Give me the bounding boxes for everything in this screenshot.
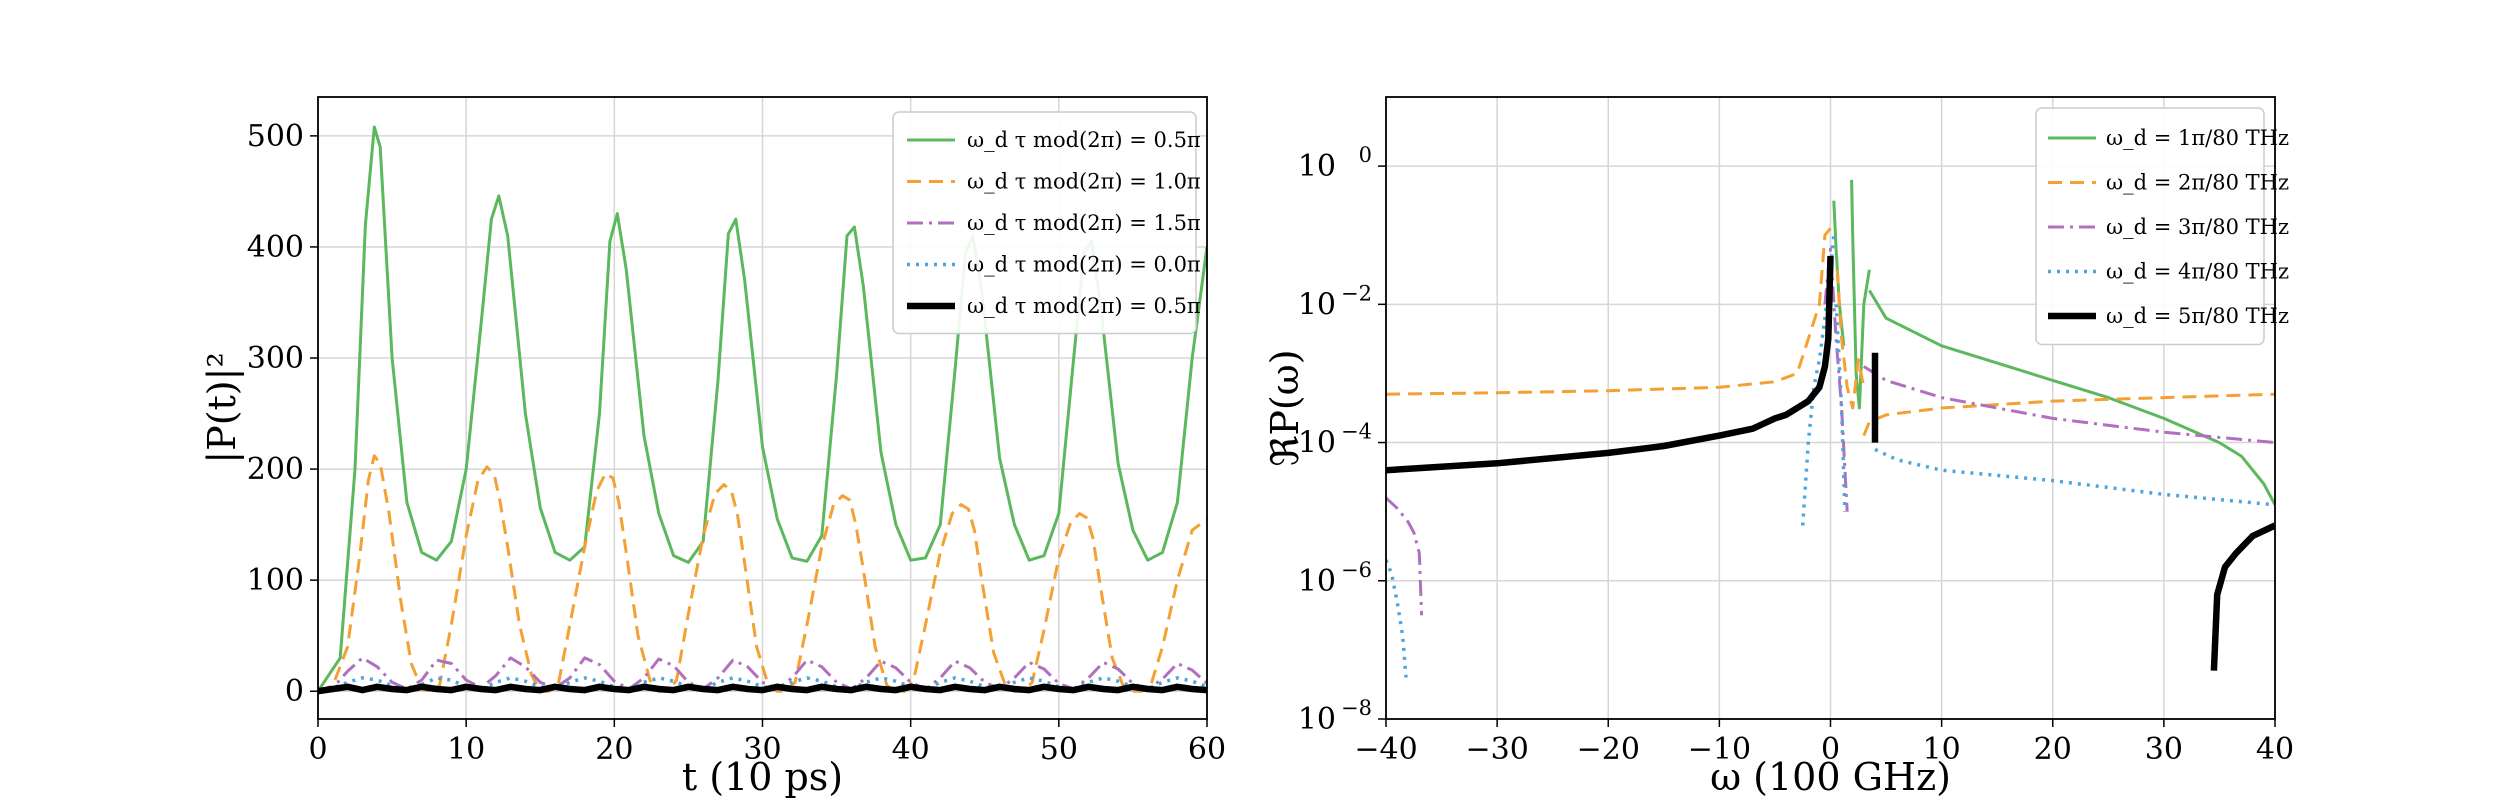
- series-line-0-segment-2: [1868, 289, 2275, 506]
- y-tick-label: 100: [247, 563, 304, 598]
- y-tick-exponent: −2: [1341, 281, 1372, 305]
- y-axis-label: |P(t)|²: [200, 352, 244, 463]
- x-tick-label: −20: [1577, 732, 1640, 767]
- x-tick-label: 60: [1188, 732, 1226, 767]
- plot-frame: [1385, 96, 2276, 720]
- y-axis-label: ℜP(ω): [1263, 349, 1307, 466]
- y-tick-label: 10: [1298, 149, 1336, 184]
- y-tick-label: 500: [247, 119, 304, 154]
- legend-label-2: ω_d τ mod(2π) = 1.5π: [967, 211, 1201, 235]
- legend-label-1: ω_d τ mod(2π) = 1.0π: [967, 170, 1201, 194]
- legend-label-0: ω_d τ mod(2π) = 0.5π: [967, 128, 1201, 152]
- y-tick-label: 10: [1298, 702, 1336, 737]
- x-tick-label: 20: [595, 732, 633, 767]
- series-line-1: [318, 454, 1207, 693]
- x-tick-label: 10: [1923, 732, 1961, 767]
- legend-box: [892, 111, 1197, 335]
- x-tick-label: 30: [2145, 732, 2183, 767]
- y-tick-label: 10: [1298, 426, 1336, 461]
- y-tick-exponent: −6: [1341, 558, 1372, 582]
- series-line-3-segment-3: [1874, 447, 2275, 507]
- x-tick-label: −10: [1688, 732, 1751, 767]
- x-axis-label: ω (100 GHz): [1710, 755, 1951, 799]
- y-tick-label: 400: [247, 230, 304, 265]
- x-tick-label: 40: [892, 732, 930, 767]
- legend-box: [2035, 107, 2265, 346]
- legend-label-0: ω_d = 1π/80 THz: [2106, 126, 2289, 150]
- legend-label-2: ω_d = 3π/80 THz: [2106, 215, 2289, 239]
- series-line-2-segment-0: [1386, 496, 1424, 616]
- chart-panel-time-domain: 0 10 20 30 40 50 60 0 100 200 300 400 500 t (10 ps) |P…: [200, 96, 1226, 799]
- x-tick-label: 0: [308, 732, 327, 767]
- y-tick-label: 200: [247, 452, 304, 487]
- series-line-1-segment-2: [1862, 392, 2275, 437]
- series-line-4-segment-2: [2210, 522, 2275, 671]
- x-tick-label: 50: [1040, 732, 1078, 767]
- series-line-3-segment-2: [1834, 304, 1847, 512]
- x-tick-label: 40: [2256, 732, 2294, 767]
- series-line-3-segment-1: [1800, 235, 1836, 526]
- y-tick-label: 300: [247, 341, 304, 376]
- series-line-2-segment-2: [1863, 365, 2275, 445]
- x-tick-label: −40: [1354, 732, 1417, 767]
- series-line-4: [318, 683, 1207, 695]
- x-tick-label: −30: [1465, 732, 1528, 767]
- y-tick-label: 10: [1298, 564, 1336, 599]
- y-tick-label: 10: [1298, 287, 1336, 322]
- legend-label-3: ω_d τ mod(2π) = 0.0π: [967, 253, 1201, 277]
- series-line-2: [318, 656, 1207, 693]
- legend-label-4: ω_d = 5π/80 THz: [2106, 304, 2289, 328]
- series-line-4-segment-0: [1386, 255, 1834, 474]
- series-line-1-segment-1: [1835, 269, 1866, 410]
- x-tick-label: 20: [2034, 732, 2072, 767]
- series-line-1-segment-0: [1386, 227, 1832, 396]
- legend-label-4: ω_d τ mod(2π) = 0.5π: [967, 294, 1201, 318]
- legend-label-1: ω_d = 2π/80 THz: [2106, 171, 2289, 195]
- y-tick-exponent: −8: [1341, 696, 1372, 720]
- y-tick-exponent: 0: [1359, 143, 1372, 167]
- x-axis-label: t (10 ps): [682, 755, 843, 799]
- plot-frame: [317, 96, 1208, 720]
- series-line-3-segment-0: [1386, 559, 1408, 678]
- legend-label-3: ω_d = 4π/80 THz: [2106, 260, 2289, 284]
- y-tick-label: 0: [285, 674, 304, 709]
- series-line-0: [318, 125, 1207, 693]
- x-tick-label: 30: [743, 732, 781, 767]
- x-tick-label: 10: [447, 732, 485, 767]
- series-line-0-segment-1: [1850, 179, 1871, 410]
- x-tick-label: 0: [1821, 732, 1840, 767]
- y-tick-exponent: −4: [1341, 420, 1372, 444]
